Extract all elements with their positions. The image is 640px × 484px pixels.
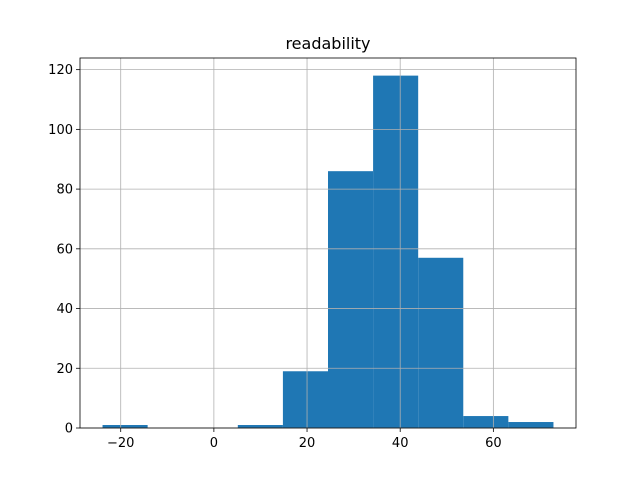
bar xyxy=(102,425,148,428)
bar xyxy=(237,425,283,428)
x-tick-label: 20 xyxy=(299,436,316,451)
y-tick-label: 120 xyxy=(48,63,73,78)
x-tick-label: 40 xyxy=(392,436,409,451)
bar xyxy=(418,257,464,428)
y-tick-label: 80 xyxy=(56,183,73,198)
bar xyxy=(373,75,419,428)
plot-frame xyxy=(79,57,577,429)
bar xyxy=(328,171,374,428)
chart-title: readability xyxy=(285,34,370,53)
y-tick-label: 60 xyxy=(56,242,73,257)
bar xyxy=(508,422,554,428)
x-tick-label: 60 xyxy=(485,436,502,451)
bar xyxy=(463,416,509,428)
x-tick-label: −20 xyxy=(107,436,134,451)
bar xyxy=(282,371,328,428)
y-tick-label: 0 xyxy=(65,422,73,437)
y-tick-label: 40 xyxy=(56,302,73,317)
y-tick-label: 20 xyxy=(56,362,73,377)
y-tick-label: 100 xyxy=(48,123,73,138)
x-tick-label: 0 xyxy=(210,436,218,451)
